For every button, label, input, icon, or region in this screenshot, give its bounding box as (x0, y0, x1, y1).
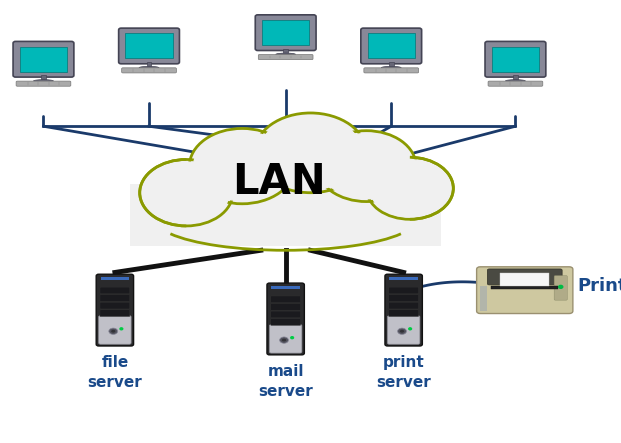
FancyBboxPatch shape (130, 184, 441, 246)
FancyBboxPatch shape (258, 54, 313, 60)
FancyBboxPatch shape (488, 81, 543, 86)
FancyBboxPatch shape (481, 286, 487, 311)
Circle shape (320, 133, 412, 199)
FancyBboxPatch shape (125, 33, 173, 58)
FancyBboxPatch shape (16, 81, 71, 86)
FancyBboxPatch shape (389, 277, 418, 280)
FancyBboxPatch shape (477, 267, 573, 314)
FancyBboxPatch shape (501, 273, 549, 286)
Circle shape (194, 132, 291, 201)
Text: Printer: Printer (578, 277, 621, 295)
Circle shape (282, 338, 286, 342)
Circle shape (111, 330, 116, 333)
Circle shape (370, 160, 450, 217)
FancyBboxPatch shape (389, 310, 419, 316)
FancyBboxPatch shape (487, 269, 562, 285)
FancyBboxPatch shape (100, 310, 130, 316)
Text: LAN: LAN (233, 161, 326, 202)
FancyBboxPatch shape (491, 286, 558, 288)
FancyBboxPatch shape (492, 47, 539, 72)
FancyBboxPatch shape (485, 42, 546, 77)
FancyBboxPatch shape (368, 33, 415, 58)
FancyBboxPatch shape (271, 319, 301, 325)
Ellipse shape (34, 80, 53, 82)
FancyBboxPatch shape (13, 42, 74, 77)
FancyBboxPatch shape (20, 47, 67, 72)
FancyBboxPatch shape (361, 28, 422, 64)
FancyBboxPatch shape (271, 296, 301, 303)
Circle shape (120, 328, 123, 330)
FancyBboxPatch shape (101, 277, 129, 280)
FancyBboxPatch shape (388, 315, 420, 344)
FancyBboxPatch shape (119, 28, 179, 64)
Ellipse shape (155, 193, 416, 246)
Circle shape (189, 128, 295, 204)
Ellipse shape (381, 66, 401, 69)
Ellipse shape (276, 53, 296, 56)
FancyBboxPatch shape (389, 62, 394, 68)
FancyBboxPatch shape (96, 274, 134, 346)
FancyBboxPatch shape (255, 15, 316, 51)
Circle shape (397, 328, 407, 334)
FancyBboxPatch shape (385, 274, 422, 346)
Text: print
server: print server (376, 355, 431, 390)
FancyBboxPatch shape (389, 287, 419, 294)
Circle shape (259, 116, 362, 190)
Circle shape (143, 162, 229, 223)
Circle shape (409, 328, 412, 330)
Circle shape (559, 285, 563, 288)
FancyBboxPatch shape (262, 20, 309, 45)
FancyBboxPatch shape (271, 311, 301, 318)
FancyBboxPatch shape (271, 286, 300, 289)
FancyBboxPatch shape (122, 68, 176, 73)
FancyBboxPatch shape (99, 315, 131, 344)
FancyBboxPatch shape (389, 295, 419, 301)
FancyBboxPatch shape (554, 276, 568, 300)
FancyBboxPatch shape (267, 283, 304, 355)
FancyBboxPatch shape (270, 324, 302, 353)
FancyBboxPatch shape (271, 303, 301, 310)
FancyBboxPatch shape (364, 68, 419, 73)
Ellipse shape (139, 66, 159, 69)
FancyBboxPatch shape (100, 302, 130, 309)
Circle shape (109, 328, 118, 334)
Text: file
server: file server (88, 355, 142, 390)
FancyBboxPatch shape (513, 75, 518, 81)
FancyBboxPatch shape (100, 295, 130, 301)
Circle shape (255, 113, 366, 193)
Text: mail
server: mail server (258, 364, 313, 399)
Circle shape (317, 131, 416, 202)
Circle shape (279, 337, 289, 343)
Circle shape (400, 330, 404, 333)
Circle shape (291, 337, 294, 338)
Circle shape (366, 157, 453, 219)
FancyBboxPatch shape (41, 75, 46, 81)
Circle shape (140, 159, 233, 226)
FancyBboxPatch shape (283, 49, 288, 54)
FancyBboxPatch shape (100, 287, 130, 294)
Ellipse shape (505, 80, 525, 82)
FancyBboxPatch shape (389, 302, 419, 309)
FancyBboxPatch shape (147, 62, 152, 68)
